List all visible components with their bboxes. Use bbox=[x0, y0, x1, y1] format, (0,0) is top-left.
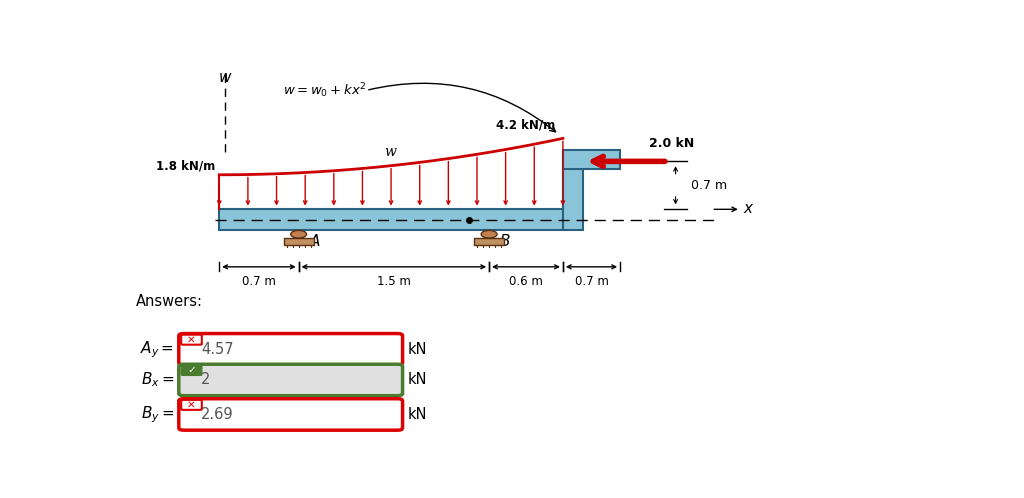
Bar bbox=[563, 152, 583, 231]
Text: ✕: ✕ bbox=[187, 335, 196, 345]
Text: 2: 2 bbox=[201, 373, 210, 387]
FancyBboxPatch shape bbox=[179, 364, 402, 396]
Text: $B_x =$: $B_x =$ bbox=[140, 371, 174, 389]
Text: 0.7 m: 0.7 m bbox=[691, 179, 728, 192]
Text: $A_y =$: $A_y =$ bbox=[140, 339, 174, 360]
Text: $w = w_0 + kx^2$: $w = w_0 + kx^2$ bbox=[283, 81, 367, 100]
Text: 4.57: 4.57 bbox=[201, 342, 233, 357]
Text: 4.2 kN/m: 4.2 kN/m bbox=[496, 119, 555, 131]
Text: $A$: $A$ bbox=[309, 233, 322, 249]
Text: 2.69: 2.69 bbox=[201, 407, 233, 422]
Text: $w$: $w$ bbox=[217, 71, 232, 85]
Text: w: w bbox=[384, 145, 396, 159]
Text: $x$: $x$ bbox=[743, 202, 755, 216]
Text: 1.5 m: 1.5 m bbox=[377, 275, 411, 288]
Text: kN: kN bbox=[408, 342, 427, 357]
Text: Answers:: Answers: bbox=[136, 294, 203, 309]
FancyBboxPatch shape bbox=[179, 334, 402, 365]
Text: ✓: ✓ bbox=[187, 366, 196, 375]
Text: 2.0 kN: 2.0 kN bbox=[649, 137, 694, 150]
Text: $B$: $B$ bbox=[499, 233, 510, 249]
Bar bbox=[474, 238, 504, 245]
Bar bbox=[284, 238, 313, 245]
Text: kN: kN bbox=[408, 373, 427, 387]
Text: 1.8 kN/m: 1.8 kN/m bbox=[156, 160, 215, 173]
Text: 0.6 m: 0.6 m bbox=[509, 275, 543, 288]
Text: kN: kN bbox=[408, 407, 427, 422]
FancyBboxPatch shape bbox=[181, 366, 202, 375]
FancyBboxPatch shape bbox=[181, 400, 202, 410]
Circle shape bbox=[291, 231, 306, 238]
Text: 0.7 m: 0.7 m bbox=[242, 275, 275, 288]
Text: 0.7 m: 0.7 m bbox=[574, 275, 608, 288]
Bar bbox=[219, 209, 564, 231]
Text: $B_y =$: $B_y =$ bbox=[140, 404, 174, 425]
Text: ✕: ✕ bbox=[187, 400, 196, 410]
Bar bbox=[563, 150, 621, 169]
FancyBboxPatch shape bbox=[179, 399, 402, 430]
FancyBboxPatch shape bbox=[181, 335, 202, 345]
Circle shape bbox=[481, 231, 497, 238]
